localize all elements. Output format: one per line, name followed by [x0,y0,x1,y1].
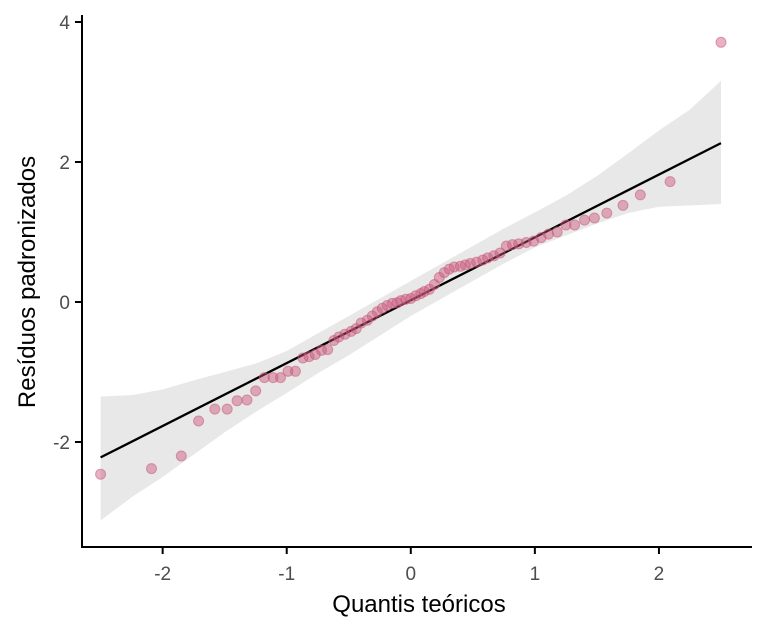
x-axis-title: Quantis teóricos [332,591,505,618]
data-point [715,36,727,48]
x-tick-label: -2 [154,564,171,585]
data-point [221,403,233,415]
x-axis-ticks: -2 -1 0 1 2 [154,547,664,585]
data-point [258,372,270,384]
data-point [355,317,367,329]
data-point [275,372,286,384]
data-point [634,189,646,201]
y-axis-title: Resíduos padronizados [14,156,41,408]
data-point [303,351,315,363]
data-point [579,214,590,226]
x-tick-label: 0 [406,564,417,585]
x-tick-label: 1 [530,564,541,585]
data-point [569,219,581,231]
data-point [175,450,187,462]
y-tick-label: 2 [59,153,70,174]
data-point [322,344,334,356]
x-tick-label: 2 [654,564,665,585]
data-point [617,199,629,211]
data-point [209,403,221,415]
y-tick-label: 4 [59,13,70,34]
data-point [231,395,243,407]
data-point [339,328,351,340]
data-point [333,331,345,343]
x-tick-label: -1 [278,564,295,585]
data-point [494,247,506,259]
data-point [601,207,613,219]
data-point [267,372,279,384]
data-point [588,212,600,224]
data-point [488,250,500,262]
data-point [193,415,205,427]
data-point [471,256,483,268]
data-points [95,36,727,480]
data-point [289,365,301,377]
data-point [95,468,107,480]
data-point [560,219,572,231]
data-point [664,176,676,188]
y-tick-label: -2 [53,433,70,454]
data-point [250,385,262,397]
data-point [482,252,494,264]
data-point [309,349,321,360]
data-point [551,226,563,238]
data-point [241,394,253,406]
y-axis-ticks: -2 0 2 4 [53,13,82,454]
data-point [282,365,294,377]
plot-area [95,36,727,521]
data-point [146,463,157,475]
y-tick-label: 0 [59,293,70,314]
data-point [543,228,554,240]
